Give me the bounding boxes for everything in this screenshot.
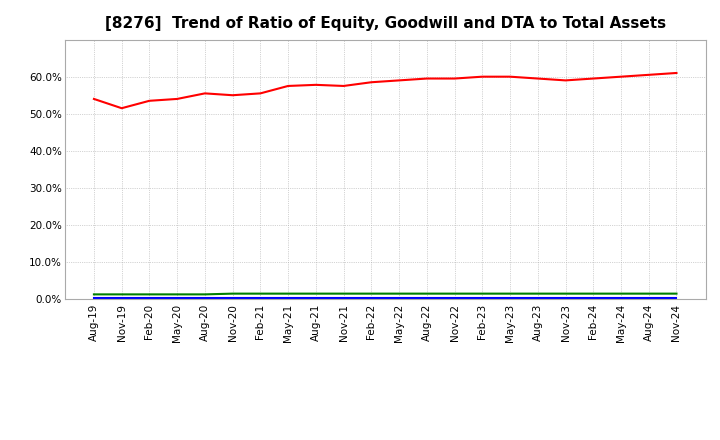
Goodwill [589, 295, 598, 301]
Deferred Tax Assets [173, 292, 181, 297]
Deferred Tax Assets [589, 291, 598, 296]
Goodwill [117, 295, 126, 301]
Goodwill [616, 295, 625, 301]
Equity [561, 78, 570, 83]
Deferred Tax Assets [367, 291, 376, 296]
Goodwill [505, 295, 514, 301]
Goodwill [450, 295, 459, 301]
Goodwill [367, 295, 376, 301]
Goodwill [228, 295, 237, 301]
Equity [423, 76, 431, 81]
Deferred Tax Assets [534, 291, 542, 296]
Deferred Tax Assets [561, 291, 570, 296]
Equity [616, 74, 625, 79]
Deferred Tax Assets [256, 291, 265, 296]
Goodwill [284, 295, 292, 301]
Deferred Tax Assets [395, 291, 403, 296]
Deferred Tax Assets [478, 291, 487, 296]
Equity [256, 91, 265, 96]
Goodwill [201, 295, 210, 301]
Deferred Tax Assets [505, 291, 514, 296]
Deferred Tax Assets [201, 292, 210, 297]
Deferred Tax Assets [145, 292, 154, 297]
Deferred Tax Assets [672, 291, 681, 296]
Goodwill [534, 295, 542, 301]
Equity [450, 76, 459, 81]
Equity [89, 96, 98, 102]
Deferred Tax Assets [117, 292, 126, 297]
Goodwill [478, 295, 487, 301]
Deferred Tax Assets [284, 291, 292, 296]
Deferred Tax Assets [423, 291, 431, 296]
Goodwill [672, 295, 681, 301]
Line: Equity: Equity [94, 73, 677, 108]
Equity [534, 76, 542, 81]
Equity [117, 106, 126, 111]
Line: Deferred Tax Assets: Deferred Tax Assets [94, 293, 677, 294]
Goodwill [561, 295, 570, 301]
Goodwill [395, 295, 403, 301]
Equity [478, 74, 487, 79]
Deferred Tax Assets [450, 291, 459, 296]
Equity [228, 92, 237, 98]
Goodwill [339, 295, 348, 301]
Equity [644, 72, 653, 77]
Goodwill [145, 295, 154, 301]
Equity [672, 70, 681, 76]
Deferred Tax Assets [644, 291, 653, 296]
Deferred Tax Assets [339, 291, 348, 296]
Deferred Tax Assets [89, 292, 98, 297]
Equity [284, 83, 292, 88]
Equity [589, 76, 598, 81]
Equity [173, 96, 181, 102]
Equity [145, 98, 154, 103]
Goodwill [256, 295, 265, 301]
Deferred Tax Assets [228, 291, 237, 296]
Equity [312, 82, 320, 88]
Equity [505, 74, 514, 79]
Equity [395, 78, 403, 83]
Deferred Tax Assets [312, 291, 320, 296]
Goodwill [644, 295, 653, 301]
Equity [339, 83, 348, 88]
Goodwill [89, 295, 98, 301]
Deferred Tax Assets [616, 291, 625, 296]
Goodwill [173, 295, 181, 301]
Title: [8276]  Trend of Ratio of Equity, Goodwill and DTA to Total Assets: [8276] Trend of Ratio of Equity, Goodwil… [104, 16, 666, 32]
Goodwill [312, 295, 320, 301]
Equity [367, 80, 376, 85]
Equity [201, 91, 210, 96]
Goodwill [423, 295, 431, 301]
